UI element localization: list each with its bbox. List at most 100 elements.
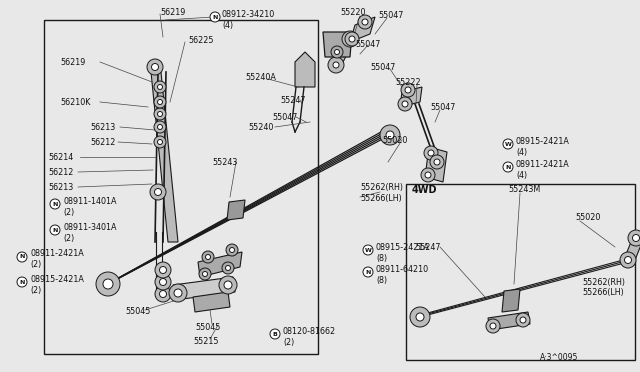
Text: 08911-1401A: 08911-1401A xyxy=(63,196,116,205)
Circle shape xyxy=(17,252,27,262)
Text: 56219: 56219 xyxy=(160,7,186,16)
Circle shape xyxy=(154,136,166,148)
Text: 56210K: 56210K xyxy=(60,97,90,106)
Circle shape xyxy=(154,121,166,133)
Circle shape xyxy=(174,289,182,297)
Polygon shape xyxy=(150,62,178,242)
Text: (8): (8) xyxy=(376,276,387,285)
Text: 55047: 55047 xyxy=(272,112,298,122)
Text: 08911-64210: 08911-64210 xyxy=(376,264,429,273)
Text: 55247: 55247 xyxy=(280,96,305,105)
Circle shape xyxy=(154,108,166,120)
Circle shape xyxy=(159,266,166,273)
Text: 55266(LH): 55266(LH) xyxy=(360,193,402,202)
Bar xyxy=(44,20,318,354)
Text: (8): (8) xyxy=(376,253,387,263)
Circle shape xyxy=(358,15,372,29)
Text: 08912-34210: 08912-34210 xyxy=(222,10,275,19)
Circle shape xyxy=(363,267,373,277)
Text: 56212: 56212 xyxy=(48,167,74,176)
Circle shape xyxy=(428,150,434,156)
Text: 55220: 55220 xyxy=(340,7,365,16)
Text: (2): (2) xyxy=(63,234,74,243)
Circle shape xyxy=(380,125,400,145)
Text: N: N xyxy=(52,228,58,232)
Circle shape xyxy=(147,59,163,75)
Polygon shape xyxy=(400,87,422,107)
Circle shape xyxy=(96,272,120,296)
Circle shape xyxy=(625,257,632,263)
Circle shape xyxy=(155,262,171,278)
Circle shape xyxy=(490,323,496,329)
Circle shape xyxy=(157,140,163,144)
Circle shape xyxy=(154,189,161,196)
Circle shape xyxy=(430,155,444,169)
Circle shape xyxy=(416,313,424,321)
Text: 55047: 55047 xyxy=(378,10,403,19)
Circle shape xyxy=(333,62,339,68)
Circle shape xyxy=(199,268,211,280)
Circle shape xyxy=(202,251,214,263)
Circle shape xyxy=(157,125,163,129)
Text: 55247: 55247 xyxy=(415,243,440,251)
Polygon shape xyxy=(623,237,640,265)
Bar xyxy=(406,184,635,360)
Polygon shape xyxy=(193,292,230,312)
Circle shape xyxy=(401,83,415,97)
Circle shape xyxy=(159,279,166,285)
Circle shape xyxy=(424,146,438,160)
Circle shape xyxy=(154,81,166,93)
Text: (2): (2) xyxy=(30,260,41,269)
Text: 08915-2421A: 08915-2421A xyxy=(516,137,570,145)
Text: (4): (4) xyxy=(516,170,527,180)
Text: A·3^0095: A·3^0095 xyxy=(540,353,579,362)
Circle shape xyxy=(402,101,408,107)
Text: 55266(LH): 55266(LH) xyxy=(582,289,624,298)
Text: 55240A: 55240A xyxy=(245,73,276,81)
Polygon shape xyxy=(323,32,352,57)
Text: (2): (2) xyxy=(283,337,294,346)
Circle shape xyxy=(103,279,113,289)
Circle shape xyxy=(328,57,344,73)
Text: 56225: 56225 xyxy=(188,35,214,45)
Text: W: W xyxy=(365,247,371,253)
Text: 56212: 56212 xyxy=(90,138,115,147)
Circle shape xyxy=(205,254,211,260)
Text: 08911-3401A: 08911-3401A xyxy=(63,222,116,231)
Text: 55047: 55047 xyxy=(430,103,456,112)
Polygon shape xyxy=(173,277,235,300)
Text: W: W xyxy=(504,141,511,147)
Circle shape xyxy=(157,99,163,105)
Circle shape xyxy=(169,284,187,302)
Circle shape xyxy=(486,319,500,333)
Text: 08915-2421A: 08915-2421A xyxy=(30,275,84,283)
Circle shape xyxy=(503,162,513,172)
Text: 08915-2421A: 08915-2421A xyxy=(376,243,430,251)
Text: 55243: 55243 xyxy=(212,157,237,167)
Circle shape xyxy=(520,317,526,323)
Text: 55262(RH): 55262(RH) xyxy=(360,183,403,192)
Text: 55020: 55020 xyxy=(575,212,600,221)
Circle shape xyxy=(632,234,639,241)
Circle shape xyxy=(347,36,353,42)
Circle shape xyxy=(219,276,237,294)
Text: N: N xyxy=(212,15,218,19)
Text: (2): (2) xyxy=(63,208,74,217)
Polygon shape xyxy=(488,312,530,330)
Text: 55047: 55047 xyxy=(370,62,396,71)
Polygon shape xyxy=(227,200,245,220)
Circle shape xyxy=(620,252,636,268)
Circle shape xyxy=(50,199,60,209)
Circle shape xyxy=(331,46,343,58)
Polygon shape xyxy=(502,289,520,312)
Circle shape xyxy=(150,184,166,200)
Text: 55045: 55045 xyxy=(195,323,220,331)
Circle shape xyxy=(50,225,60,235)
Text: 56213: 56213 xyxy=(48,183,73,192)
Text: N: N xyxy=(506,164,511,170)
Text: 08120-81662: 08120-81662 xyxy=(283,327,336,336)
Circle shape xyxy=(155,286,171,302)
Circle shape xyxy=(349,36,355,42)
Circle shape xyxy=(152,64,159,71)
Text: 56214: 56214 xyxy=(48,153,73,161)
